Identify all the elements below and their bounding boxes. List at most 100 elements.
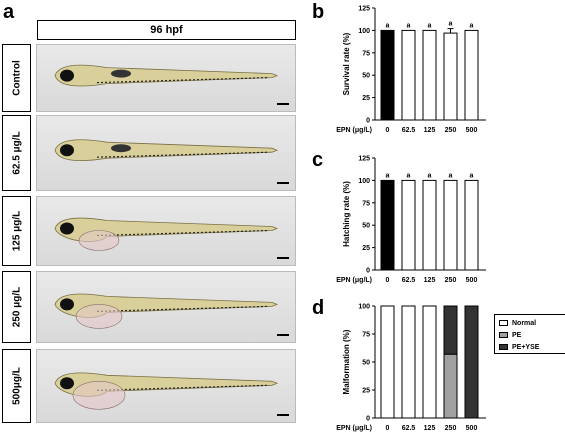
bar [443,179,458,271]
scale-bar [277,414,289,416]
significance-letter: a [428,22,432,29]
larva-drawing [54,217,279,251]
y-tick-label: 100 [358,178,370,185]
y-tick-label: 75 [362,332,370,339]
bar [380,29,395,121]
bar [422,29,437,121]
larva-pigment [96,151,270,158]
y-tick-label: 125 [358,6,370,13]
legend-swatch [499,344,508,350]
scale-bar [277,103,289,105]
significance-letter: a [470,172,474,179]
larva-pigment [96,384,270,391]
larva-image [36,115,296,191]
malformation-chart: Malformation (%) 0 25 50 75 100 EPN (μg/L) 0 62.… [336,304,486,432]
row-label-text: Control [11,60,22,96]
larva-image [36,44,296,112]
legend-label: PE+YSE [512,343,540,351]
bar [464,29,479,121]
x-tick-label: 0 [386,425,390,432]
x-tick-label: 125 [424,127,436,134]
bar-segment [464,305,479,419]
bar [401,29,416,121]
panel-letter-c: c [312,149,324,171]
x-tick-label: 125 [424,277,436,284]
larva-eye [60,377,74,390]
larva-drawing [54,64,279,87]
larva-pigment [96,77,270,84]
larva-image [36,349,296,423]
hatching-rate-chart: Hatching rate (%) 0 25 50 75 100 125 EPN (μg/L)… [336,156,486,284]
bar-segment [422,305,437,419]
bar [401,179,416,271]
larva-eye [60,69,74,82]
survival-rate-chart: Survival rate (%) 0 25 50 75 100 125 EPN (μg/L)… [336,6,486,134]
x-axis-label: EPN (μg/L) [336,425,372,432]
significance-letter: a [428,172,432,179]
bar-segment [443,305,458,355]
legend-item: PE+YSE [499,341,561,353]
y-axis-label: Hatching rate (%) [342,181,351,247]
legend-swatch [499,332,508,338]
significance-letter: a [386,22,390,29]
larva-body [54,64,279,87]
bar-segment [443,353,458,419]
x-axis-label: EPN (μg/L) [336,277,372,284]
scale-bar [277,257,289,259]
row-label: Control [2,44,31,112]
legend-label: PE [512,331,522,339]
row-label: 62.5 μg/L [2,115,31,191]
significance-letter: a [407,22,411,29]
row-label: 125 μg/L [2,196,31,266]
scale-bar [277,182,289,184]
edema-sac [72,380,126,410]
bar-segment [401,305,416,419]
y-tick-label: 0 [366,416,370,423]
legend-label: Normal [512,319,537,327]
bar-segment [380,305,395,419]
larva-pigment [96,305,270,312]
x-tick-label: 0 [386,277,390,284]
legend-swatch [499,320,508,326]
larva-drawing [54,372,279,410]
larva-drawing [54,293,279,329]
x-tick-label: 0 [386,127,390,134]
row-label-text: 500μg/L [11,367,22,405]
x-tick-label: 500 [466,425,478,432]
edema-sac [78,230,120,251]
row-label: 500μg/L [2,349,31,423]
y-axis-label: Survival rate (%) [342,32,351,95]
x-axis-label: EPN (μg/L) [336,127,372,134]
y-tick-label: 0 [366,118,370,125]
y-tick-label: 50 [362,223,370,230]
y-tick-label: 50 [362,73,370,80]
x-tick-label: 500 [466,277,478,284]
x-tick-label: 125 [424,425,436,432]
x-tick-label: 250 [445,277,457,284]
x-tick-label: 500 [466,127,478,134]
bar [380,179,395,271]
significance-letter: a [386,172,390,179]
bar [422,179,437,271]
larva-eye [60,298,74,311]
panel-letter-d: d [312,297,325,319]
y-tick-label: 75 [362,50,370,57]
row-label-text: 125 μg/L [11,210,22,252]
row-label-text: 250 μg/L [11,286,22,328]
bar [443,32,458,121]
bar [464,179,479,271]
larva-eye [60,222,74,235]
row-label: 250 μg/L [2,271,31,343]
larva-pigment [96,229,270,237]
larva-image [36,196,296,266]
swim-bladder [111,144,131,153]
panel-letter-a: a [3,1,15,23]
swim-bladder [111,69,131,78]
y-tick-label: 75 [362,200,370,207]
hpf-label: 96 hpf [37,20,296,40]
x-tick-label: 250 [445,127,457,134]
significance-letter: a [407,172,411,179]
scale-bar [277,334,289,336]
x-tick-label: 250 [445,425,457,432]
x-tick-label: 62.5 [402,425,416,432]
